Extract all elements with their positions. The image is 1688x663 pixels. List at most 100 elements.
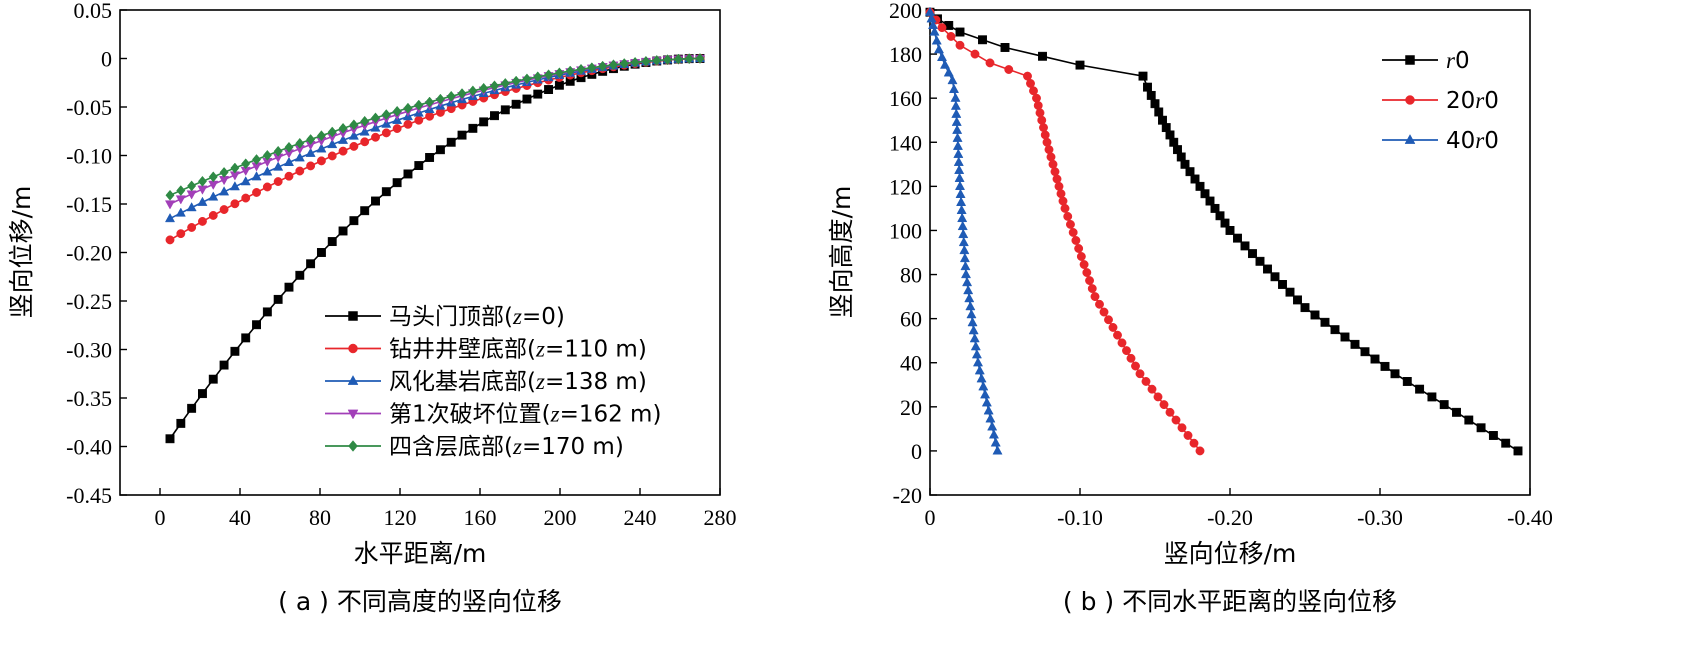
data-point — [1278, 280, 1287, 289]
data-point — [403, 169, 413, 179]
legend-marker — [347, 409, 359, 420]
legend-label: 风化基岩底部(z=138 m) — [389, 369, 647, 395]
data-point — [219, 166, 229, 178]
data-point — [1037, 115, 1047, 125]
data-point — [1233, 233, 1242, 243]
data-point — [1402, 377, 1412, 386]
x-tick-label: 40 — [229, 505, 251, 530]
data-point — [316, 248, 326, 257]
data-point — [985, 413, 996, 423]
data-point — [958, 228, 969, 239]
x-tick-label: -0.20 — [1207, 505, 1253, 530]
series-4 — [164, 54, 706, 210]
x-tick-label: -0.30 — [1357, 505, 1403, 530]
data-point — [348, 130, 359, 140]
data-point — [414, 115, 424, 125]
legend-item: r0 — [1382, 48, 1470, 74]
data-point — [971, 349, 982, 359]
data-point — [295, 137, 305, 149]
data-point — [1501, 438, 1511, 448]
data-point — [283, 156, 295, 166]
data-point — [230, 199, 240, 209]
data-point — [1040, 130, 1050, 140]
data-point — [176, 185, 186, 196]
data-point — [956, 204, 967, 215]
data-point — [360, 206, 370, 216]
legend-item: 20r0 — [1382, 88, 1499, 114]
y-tick-label: -0.35 — [66, 386, 112, 411]
data-point — [327, 126, 337, 138]
data-point — [1488, 431, 1498, 440]
y-tick-label: 0 — [911, 439, 922, 464]
data-point — [1452, 407, 1461, 417]
y-tick-label: -0.45 — [66, 483, 112, 508]
data-point — [500, 77, 510, 89]
series-2 — [165, 54, 705, 245]
caption-a: ( a ) 不同高度的竖向位移 — [278, 587, 562, 616]
data-point — [933, 44, 945, 54]
data-point — [598, 60, 608, 72]
data-point — [1270, 272, 1280, 282]
data-point — [1066, 219, 1075, 229]
data-point — [360, 137, 370, 147]
data-point — [1350, 339, 1360, 349]
data-point — [446, 90, 456, 102]
data-point — [978, 381, 989, 391]
y-tick-label: -0.30 — [66, 338, 112, 363]
data-point — [954, 180, 966, 190]
data-point — [968, 325, 979, 335]
data-point — [273, 161, 284, 171]
data-point — [1071, 236, 1081, 245]
data-point — [554, 80, 564, 90]
data-point — [1023, 71, 1032, 81]
series-line — [169, 57, 701, 205]
data-point — [947, 74, 958, 85]
data-point — [1255, 256, 1265, 266]
data-point — [187, 223, 197, 232]
legend-item: 钻井井壁底部(z=110 m) — [325, 337, 647, 363]
data-point — [959, 244, 970, 255]
data-point — [955, 27, 965, 37]
data-point — [1138, 71, 1148, 81]
data-point — [1087, 284, 1097, 294]
data-point — [392, 105, 402, 117]
data-point — [186, 202, 197, 212]
data-point — [414, 99, 424, 111]
data-point — [435, 93, 445, 105]
data-point — [939, 59, 951, 69]
y-tick-label: 160 — [889, 86, 922, 111]
data-point — [1143, 82, 1152, 92]
data-point — [924, 6, 936, 16]
data-point — [175, 207, 186, 217]
data-point — [1310, 310, 1320, 320]
data-point — [1195, 446, 1205, 456]
data-point — [371, 196, 380, 206]
data-point — [1380, 361, 1390, 371]
legend-marker — [348, 440, 358, 452]
data-point — [1068, 228, 1078, 237]
data-point — [1147, 384, 1157, 394]
data-point — [284, 171, 294, 181]
data-point — [306, 161, 316, 171]
data-point — [349, 119, 359, 131]
data-point — [490, 111, 499, 121]
legend: r0 20r0 40r0 — [1382, 48, 1499, 154]
data-point — [978, 35, 987, 45]
data-point — [544, 69, 554, 81]
y-tick-label: -0.40 — [66, 435, 112, 460]
data-point — [1079, 260, 1089, 269]
data-point — [1189, 438, 1199, 448]
legend-item: 四含层底部(z=170 m) — [325, 434, 624, 460]
data-point — [1513, 446, 1523, 456]
x-tick-label: 240 — [624, 505, 657, 530]
data-point — [176, 418, 186, 428]
data-point — [976, 373, 987, 383]
legend-label: r0 — [1446, 48, 1470, 74]
data-point — [926, 13, 937, 23]
data-point — [1113, 330, 1122, 340]
data-point — [927, 19, 939, 30]
data-point — [468, 123, 478, 133]
data-point — [1190, 174, 1200, 184]
legend-label: 40r0 — [1446, 128, 1499, 154]
data-point — [630, 56, 640, 68]
